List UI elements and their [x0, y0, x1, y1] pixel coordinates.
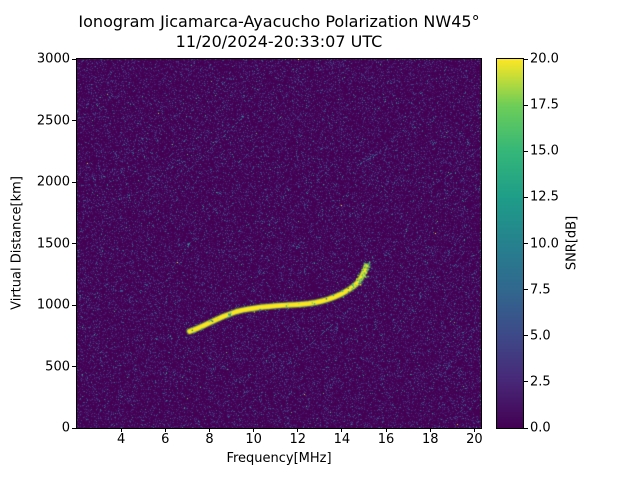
x-tick-mark	[429, 428, 431, 432]
colorbar-tick-label: 5.0	[530, 328, 551, 344]
y-tick-label: 0	[61, 420, 70, 436]
colorbar-tick-label: 7.5	[530, 282, 551, 298]
x-tick-mark	[120, 428, 122, 432]
y-tick-mark	[72, 243, 77, 244]
colorbar-tick-label: 12.5	[530, 189, 559, 205]
colorbar-tick-mark	[523, 58, 528, 60]
colorbar-tick-mark	[523, 196, 528, 198]
colorbar-tick-mark	[523, 150, 528, 152]
x-tick-label: 18	[421, 432, 439, 447]
colorbar-tick-mark	[523, 335, 528, 337]
x-tick-label: 6	[161, 432, 170, 447]
y-tick-label: 3000	[36, 51, 70, 67]
x-tick-mark	[473, 428, 475, 432]
x-tick-mark	[341, 428, 343, 432]
y-tick-label: 1000	[36, 297, 70, 313]
y-tick-mark	[72, 304, 77, 306]
colorbar-tick-label: 15.0	[530, 143, 559, 159]
colorbar-tick-label: 17.5	[530, 97, 559, 113]
colorbar-tick-mark	[523, 381, 528, 383]
x-tick-label: 10	[245, 432, 262, 447]
colorbar-label: SNR[dB]	[564, 215, 580, 271]
x-tick-mark	[164, 428, 166, 432]
x-tick-mark	[297, 428, 299, 432]
y-tick-label: 2500	[36, 113, 70, 128]
y-tick-mark	[72, 181, 77, 183]
x-tick-label: 8	[205, 432, 214, 447]
x-tick-label: 16	[377, 432, 395, 447]
chart-title: Ionogram Jicamarca-Ayacucho Polarization…	[78, 12, 480, 31]
y-tick-label: 1500	[36, 236, 70, 251]
x-tick-mark	[385, 428, 387, 432]
x-tick-label: 12	[289, 432, 307, 447]
colorbar-tick-label: 20.0	[530, 51, 559, 67]
colorbar-tick-label: 10.0	[530, 236, 559, 251]
colorbar-gradient	[496, 58, 524, 429]
ionogram-heatmap	[76, 58, 482, 429]
colorbar-tick-mark	[523, 427, 528, 429]
x-tick-label: 4	[117, 432, 126, 447]
y-tick-mark	[72, 427, 77, 429]
colorbar-tick-label: 2.5	[530, 374, 551, 390]
colorbar-tick-mark	[523, 289, 528, 291]
colorbar-tick-mark	[523, 243, 528, 244]
y-tick-label: 500	[45, 359, 70, 374]
x-tick-label: 20	[466, 432, 483, 447]
colorbar-tick-mark	[523, 104, 528, 106]
y-tick-mark	[72, 58, 77, 60]
colorbar-tick-label: 0.0	[530, 420, 551, 436]
y-tick-mark	[72, 366, 77, 367]
y-tick-mark	[72, 120, 77, 121]
x-tick-label: 14	[333, 432, 351, 447]
x-tick-mark	[253, 428, 255, 432]
x-axis-label: Frequency[MHz]	[226, 451, 332, 466]
x-tick-mark	[208, 428, 210, 432]
y-tick-label: 2000	[36, 174, 70, 190]
y-axis-label: Virtual Distance[km]	[9, 176, 25, 310]
chart-subtitle: 11/20/2024-20:33:07 UTC	[175, 32, 383, 51]
